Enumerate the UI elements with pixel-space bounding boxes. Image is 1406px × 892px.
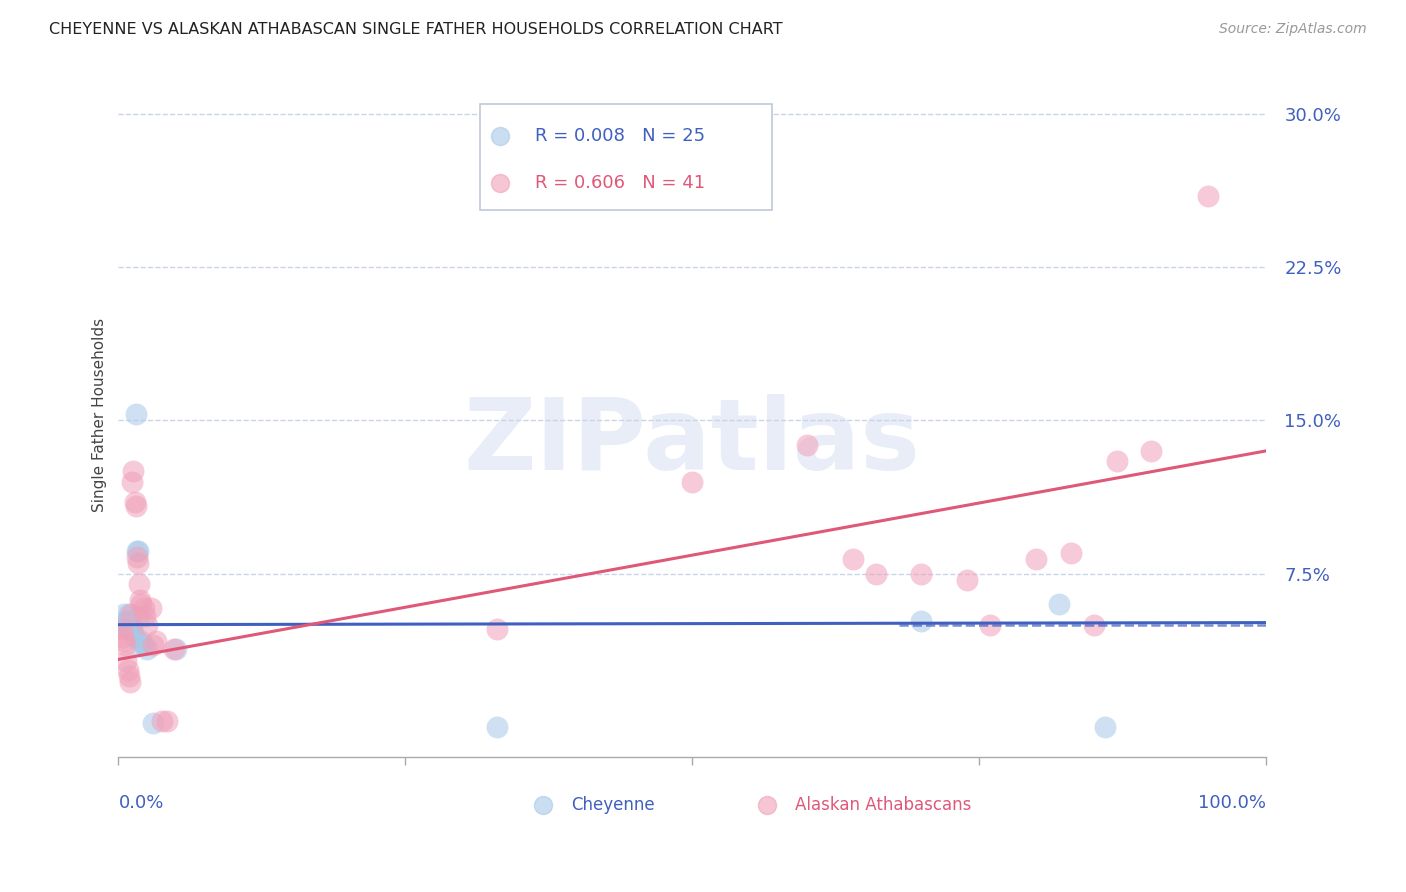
Point — [1140, 444, 1163, 458]
Point — [142, 638, 165, 652]
Point — [129, 638, 152, 652]
Point — [121, 475, 143, 489]
FancyBboxPatch shape — [479, 103, 772, 210]
Point — [796, 438, 818, 452]
Point — [114, 638, 136, 652]
Point — [150, 714, 173, 728]
Point — [1025, 552, 1047, 566]
Point — [956, 573, 979, 587]
Point — [136, 642, 159, 657]
Point — [122, 625, 145, 640]
Point — [121, 622, 143, 636]
Point — [127, 544, 149, 558]
Point — [910, 614, 932, 628]
Point — [118, 674, 141, 689]
Point — [865, 566, 887, 581]
Point — [156, 714, 179, 728]
Point — [128, 609, 150, 624]
Text: ZIPatlas: ZIPatlas — [464, 394, 921, 491]
Point — [115, 617, 138, 632]
Text: Cheyenne: Cheyenne — [572, 797, 655, 814]
Point — [124, 499, 146, 513]
Point — [112, 630, 135, 644]
Point — [1047, 597, 1070, 611]
Point — [134, 609, 156, 624]
Point — [114, 614, 136, 628]
Point — [129, 593, 152, 607]
Point — [139, 601, 162, 615]
Point — [120, 617, 142, 632]
Text: R = 0.606   N = 41: R = 0.606 N = 41 — [534, 174, 704, 193]
Point — [125, 550, 148, 565]
Point — [124, 407, 146, 421]
Point — [841, 552, 863, 566]
Point — [115, 655, 138, 669]
Point — [142, 715, 165, 730]
Text: 0.0%: 0.0% — [118, 794, 165, 813]
Point — [127, 557, 149, 571]
Point — [118, 669, 141, 683]
Point — [117, 622, 139, 636]
Point — [118, 607, 141, 622]
Point — [1094, 720, 1116, 734]
Point — [131, 634, 153, 648]
Point — [111, 617, 134, 632]
Point — [131, 597, 153, 611]
Point — [1059, 546, 1081, 560]
Text: 100.0%: 100.0% — [1198, 794, 1265, 813]
Point — [132, 638, 155, 652]
Text: CHEYENNE VS ALASKAN ATHABASCAN SINGLE FATHER HOUSEHOLDS CORRELATION CHART: CHEYENNE VS ALASKAN ATHABASCAN SINGLE FA… — [49, 22, 783, 37]
Point — [145, 634, 167, 648]
Point — [112, 607, 135, 622]
Point — [136, 617, 159, 632]
Point — [979, 617, 1001, 632]
Point — [1083, 617, 1105, 632]
Point — [1197, 188, 1219, 202]
Point — [117, 663, 139, 677]
Text: R = 0.008   N = 25: R = 0.008 N = 25 — [534, 127, 704, 145]
Point — [1105, 454, 1128, 468]
Text: Alaskan Athabascans: Alaskan Athabascans — [796, 797, 972, 814]
Point — [118, 614, 141, 628]
Point — [132, 601, 155, 615]
Point — [910, 566, 932, 581]
Point — [124, 630, 146, 644]
Text: Source: ZipAtlas.com: Source: ZipAtlas.com — [1219, 22, 1367, 37]
Y-axis label: Single Father Households: Single Father Households — [93, 318, 107, 512]
Point — [128, 576, 150, 591]
Point — [112, 634, 135, 648]
Point — [486, 622, 509, 636]
Point — [125, 544, 148, 558]
Point — [124, 495, 146, 509]
Point — [122, 464, 145, 478]
Point — [162, 642, 184, 657]
Point — [120, 607, 142, 622]
Point — [111, 622, 134, 636]
Point — [486, 720, 509, 734]
Point — [165, 642, 187, 657]
Point — [681, 475, 703, 489]
